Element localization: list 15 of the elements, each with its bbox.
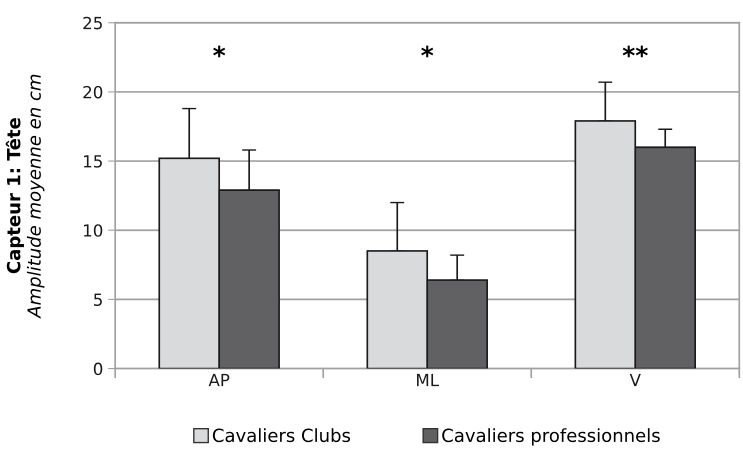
annotation: * bbox=[421, 46, 434, 58]
x-tick-label: ML bbox=[417, 374, 439, 386]
y-tick-label: 15 bbox=[84, 155, 102, 168]
x-tick-label: V bbox=[630, 374, 641, 386]
annotation: ** bbox=[622, 46, 648, 58]
y-tick-label: 0 bbox=[94, 362, 102, 376]
y-tick-label: 20 bbox=[83, 86, 102, 98]
legend-label: Cavaliers professionnels bbox=[442, 428, 660, 446]
y-tick-label: 25 bbox=[83, 16, 102, 30]
annotation: * bbox=[213, 46, 226, 58]
x-tick-label: AP bbox=[208, 374, 230, 386]
y-tick-label: 5 bbox=[94, 294, 102, 306]
legend-label: Cavaliers Clubs bbox=[212, 428, 350, 442]
y-tick-label: 10 bbox=[84, 224, 102, 237]
y-axis-title: Capteur 1: Tête Amplitude moyenne en cm bbox=[6, 74, 44, 319]
